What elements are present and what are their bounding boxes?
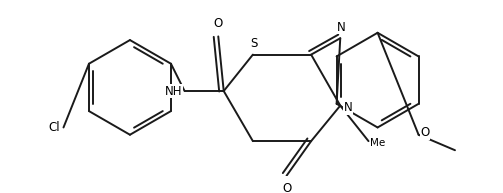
- Text: N: N: [344, 101, 353, 114]
- Text: O: O: [421, 126, 430, 139]
- Text: S: S: [250, 37, 258, 50]
- Text: Me: Me: [370, 138, 386, 148]
- Text: O: O: [282, 182, 291, 193]
- Text: NH: NH: [165, 85, 183, 97]
- Text: O: O: [214, 17, 223, 30]
- Text: N: N: [337, 21, 346, 34]
- Text: Cl: Cl: [48, 121, 60, 134]
